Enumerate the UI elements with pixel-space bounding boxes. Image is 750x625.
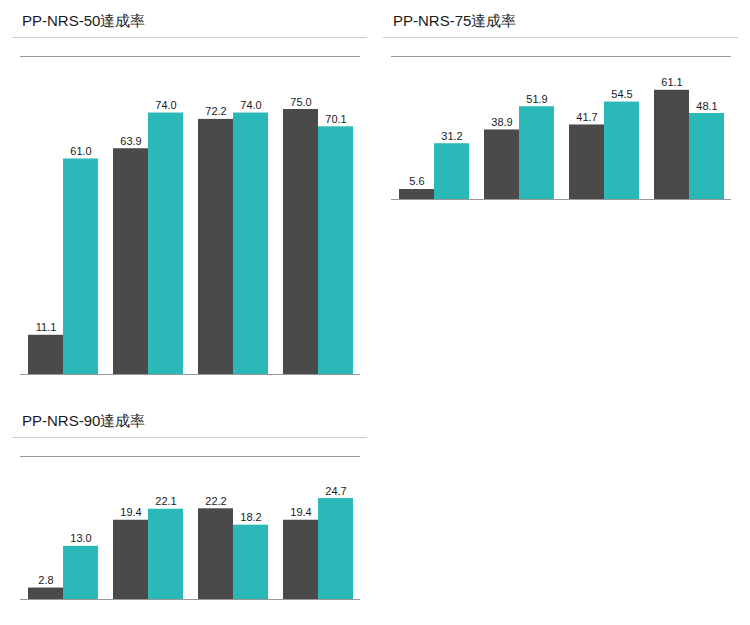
svg-text:22.1: 22.1 (155, 495, 176, 507)
html-text:PP-NRS-75達成率: PP-NRS-75達成率 (393, 12, 517, 29)
svg-text:19.4: 19.4 (290, 506, 311, 518)
svg-text:74.0: 74.0 (240, 99, 261, 111)
svg-text:61.0: 61.0 (70, 145, 91, 157)
svg-text:51.9: 51.9 (526, 93, 547, 105)
svg-text:24.7: 24.7 (325, 485, 346, 497)
svg-text:13.0: 13.0 (70, 532, 91, 544)
svg-text:18.2: 18.2 (240, 511, 261, 523)
svg-text:38.9: 38.9 (491, 116, 512, 128)
svg-text:63.9: 63.9 (120, 135, 141, 147)
svg-text:31.2: 31.2 (441, 130, 462, 142)
svg-text:48.1: 48.1 (696, 100, 717, 112)
svg-text:75.0: 75.0 (290, 96, 311, 108)
svg-text:61.1: 61.1 (661, 76, 682, 88)
svg-text:41.7: 41.7 (576, 111, 597, 123)
svg-text:70.1: 70.1 (325, 113, 346, 125)
html-text:PP-NRS-90達成率: PP-NRS-90達成率 (22, 412, 146, 429)
svg-text:22.2: 22.2 (205, 495, 226, 507)
svg-text:72.2: 72.2 (205, 105, 226, 117)
svg-text:54.5: 54.5 (611, 88, 632, 100)
svg-text:74.0: 74.0 (155, 99, 176, 111)
svg-text:19.4: 19.4 (120, 506, 141, 518)
svg-text:11.1: 11.1 (36, 321, 57, 333)
svg-text:5.6: 5.6 (409, 175, 424, 187)
svg-text:2.8: 2.8 (38, 574, 53, 586)
html-text:PP-NRS-50達成率: PP-NRS-50達成率 (22, 12, 146, 29)
